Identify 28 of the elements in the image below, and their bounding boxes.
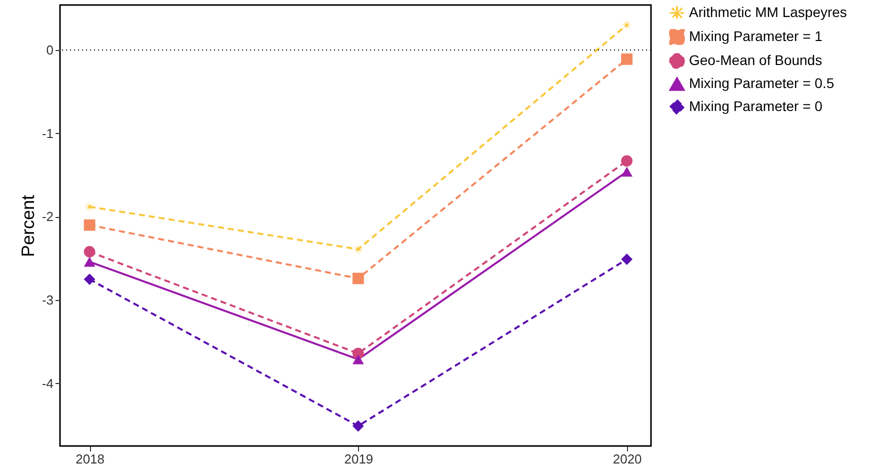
x-tick-label: 2020 bbox=[612, 452, 642, 466]
point bbox=[352, 354, 364, 364]
point bbox=[621, 155, 633, 167]
point bbox=[84, 256, 96, 267]
y-tick-label: -4 bbox=[42, 376, 54, 391]
x-tick-label: 2018 bbox=[76, 452, 105, 466]
point bbox=[84, 246, 96, 258]
point bbox=[84, 274, 96, 285]
y-tick-label: -1 bbox=[42, 126, 54, 141]
y-axis-title: Percent bbox=[18, 194, 38, 258]
point bbox=[621, 166, 633, 177]
point bbox=[352, 244, 364, 255]
legend-label: Arithmetic MM Laspeyres bbox=[689, 4, 847, 20]
point bbox=[621, 254, 633, 265]
legend-label: Mixing Parameter = 0 bbox=[689, 98, 823, 114]
legend-label: Mixing Parameter = 1 bbox=[689, 28, 823, 44]
legend-label: Geo-Mean of Bounds bbox=[689, 52, 822, 68]
point bbox=[84, 219, 96, 231]
y-tick-label: -2 bbox=[42, 209, 54, 224]
point bbox=[352, 420, 364, 432]
y-tick-label: -3 bbox=[42, 292, 54, 308]
point bbox=[621, 19, 633, 31]
legend-label: Mixing Parameter = 0.5 bbox=[689, 75, 834, 91]
x-tick-label: 2019 bbox=[344, 452, 374, 466]
point bbox=[352, 272, 364, 284]
point bbox=[84, 201, 96, 212]
y-tick-label: 0 bbox=[46, 42, 54, 58]
point bbox=[621, 53, 633, 65]
